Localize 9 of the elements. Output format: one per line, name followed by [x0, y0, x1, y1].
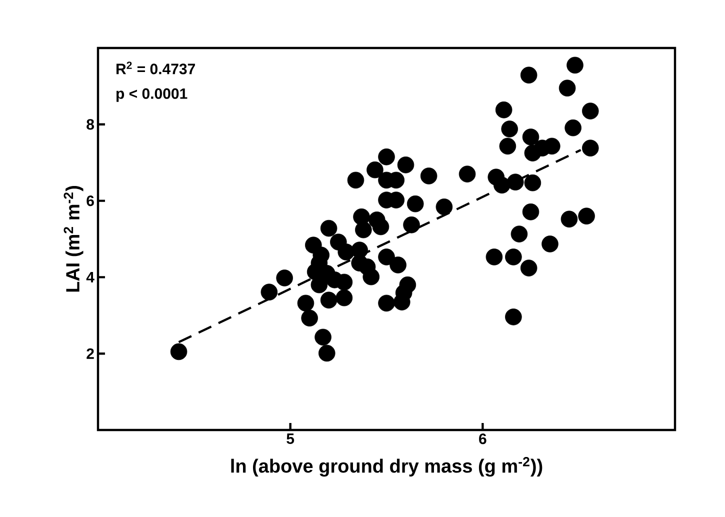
y-tick-label: 8: [86, 119, 94, 130]
annotation: R$^{2}$ = 0.4737: [116, 62, 195, 74]
x-axis-title: ln (above ground dry mass (g m$^{-2}$)): [231, 457, 542, 477]
y-tick-label: 6: [86, 195, 94, 206]
y-tick-label: 4: [86, 272, 94, 282]
y-axis-title: LAI (m$^{2}$ m$^{-2}$): [64, 186, 84, 292]
x-tick-label: 5: [286, 434, 294, 444]
y-tick-label: 2: [86, 348, 94, 359]
annotation: p < 0.0001: [116, 88, 188, 102]
